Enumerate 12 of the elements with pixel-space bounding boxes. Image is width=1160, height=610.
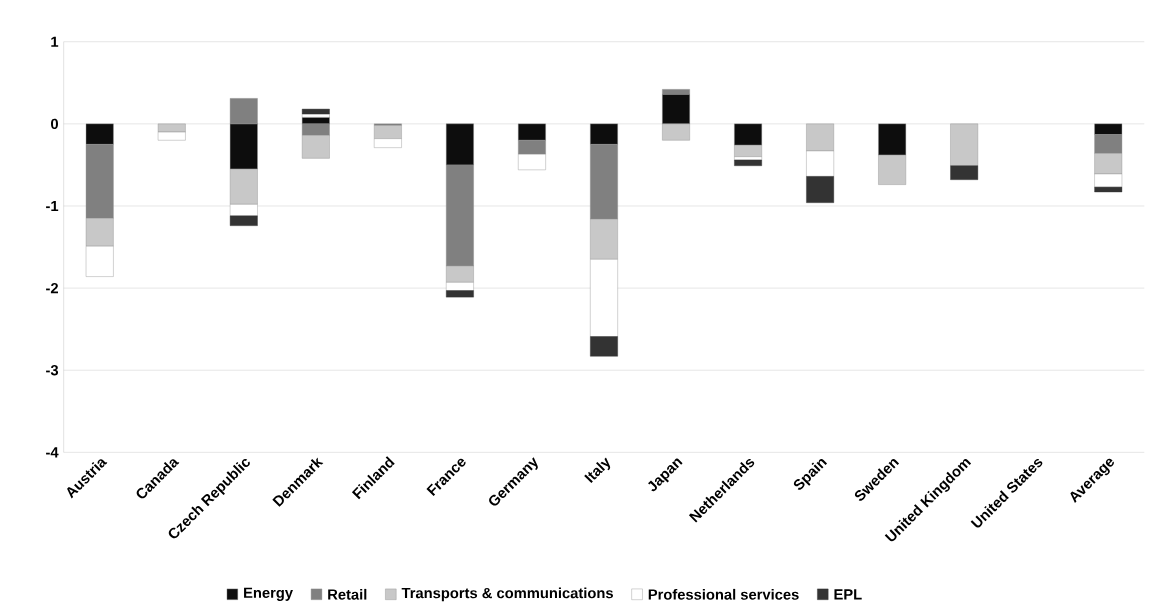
y-tick-label: -3 xyxy=(46,364,59,376)
y-tick-label: -1 xyxy=(46,200,59,212)
legend-label: Energy xyxy=(244,587,293,601)
legend-label: Professional services xyxy=(648,588,799,600)
x-tick-label: Italy xyxy=(584,457,611,484)
legend-label: Retail xyxy=(328,588,367,600)
legend-label: Transports & communications xyxy=(401,587,613,602)
y-tick-label: -2 xyxy=(46,282,58,294)
legend-label: EPL xyxy=(834,589,862,600)
y-tick-label: -4 xyxy=(46,447,59,458)
y-tick-label: 0 xyxy=(50,118,58,130)
y-tick-label: 1 xyxy=(51,36,59,47)
